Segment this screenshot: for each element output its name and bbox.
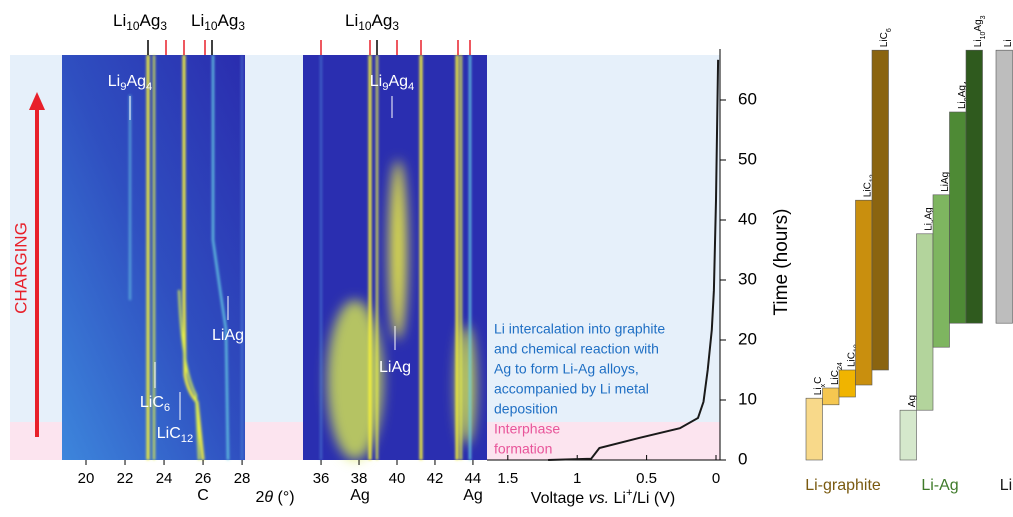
x-tick-label: 38	[351, 470, 368, 487]
phase-label: LixC	[813, 377, 827, 396]
charging-arrowhead	[29, 92, 45, 110]
heatmap-annotation: LiAg	[212, 327, 244, 344]
x-tick-label: 0	[712, 470, 720, 487]
process-annotation: deposition	[494, 401, 558, 417]
heatmap-annotation: LiC6	[140, 394, 170, 414]
arrow-label: CHARGING	[11, 222, 30, 314]
process-annotation: Li intercalation into graphite	[494, 321, 665, 337]
x-tick-label: 44	[465, 470, 482, 487]
y-tick-label: 0	[738, 449, 747, 468]
y-tick-label: 10	[738, 389, 757, 408]
heatmap-annotation: LiAg	[379, 359, 411, 376]
phase-range-bar	[899, 409, 917, 461]
process-annotation: formation	[494, 441, 552, 457]
phase-label: Li	[1003, 39, 1013, 47]
phase-range-bar	[949, 111, 967, 324]
x-tick-label: 1.5	[497, 470, 518, 487]
phase-range-bar	[838, 369, 856, 398]
phase-label: Li10Ag3	[191, 11, 245, 33]
x-tick-label: 28	[234, 470, 251, 487]
phase-range-bar	[916, 233, 934, 411]
x-tick-label: 36	[313, 470, 330, 487]
process-annotation: Interphase	[494, 421, 560, 437]
heatmap-annotation: Li9Ag4	[108, 73, 153, 93]
heatmap-annotation: LiC12	[157, 425, 193, 445]
y-tick-label: 50	[738, 149, 757, 168]
phase-range-bar	[932, 194, 950, 348]
process-annotation: accompanied by Li metal	[494, 381, 649, 397]
x-tick-label: 1	[573, 470, 581, 487]
phase-range-bar	[822, 387, 840, 406]
heatmap-left	[62, 55, 245, 461]
reference-ticks	[147, 40, 471, 55]
x-axis-label: Voltage vs. Li+/Li (V)	[531, 487, 675, 507]
phase-range-bar	[855, 199, 873, 386]
y-tick-label: 30	[738, 269, 757, 288]
group-label: Li-graphite	[805, 477, 881, 494]
phase-label: LiAg	[940, 172, 951, 192]
phase-label: LiC6	[879, 28, 893, 47]
heatmap-middle	[303, 55, 487, 460]
phase-range-bar	[965, 49, 983, 324]
phase-range-bar	[805, 397, 823, 461]
peak-label: Ag	[350, 487, 370, 504]
y-tick-label: 60	[738, 89, 757, 108]
process-annotation: Ag to form Li-Ag alloys,	[494, 361, 639, 377]
x-tick-label: 40	[389, 470, 406, 487]
phase-label: Li10Ag3	[345, 11, 399, 33]
x-tick-label: 0.5	[636, 470, 657, 487]
y-tick-label: 40	[738, 209, 757, 228]
heatmap-annotation: Li9Ag4	[370, 73, 415, 93]
x-tick-label: 20	[78, 470, 95, 487]
phase-label: Li10Ag3	[973, 15, 987, 47]
x-tick-label: 22	[117, 470, 134, 487]
x-tick-label: 24	[156, 470, 173, 487]
voltage-curve	[548, 59, 720, 461]
group-label: Li-Ag	[921, 477, 958, 494]
peak-label: Ag	[463, 487, 483, 504]
x-axis-label: 2θ (°)	[255, 489, 294, 506]
phase-range-bar	[871, 49, 889, 371]
peak-label: C	[197, 487, 209, 504]
y-axis-label: Time (hours)	[771, 209, 792, 316]
phase-label: Li10Ag3	[113, 11, 167, 33]
y-tick-label: 20	[738, 329, 757, 348]
x-tick-label: 26	[195, 470, 212, 487]
phase-range-bar	[995, 49, 1013, 324]
phase-label: Ag	[907, 395, 918, 407]
group-label: Li	[1000, 477, 1012, 494]
process-annotation: and chemical reaction with	[494, 341, 659, 357]
x-tick-label: 42	[427, 470, 444, 487]
phase-label: LiC24	[829, 362, 843, 385]
